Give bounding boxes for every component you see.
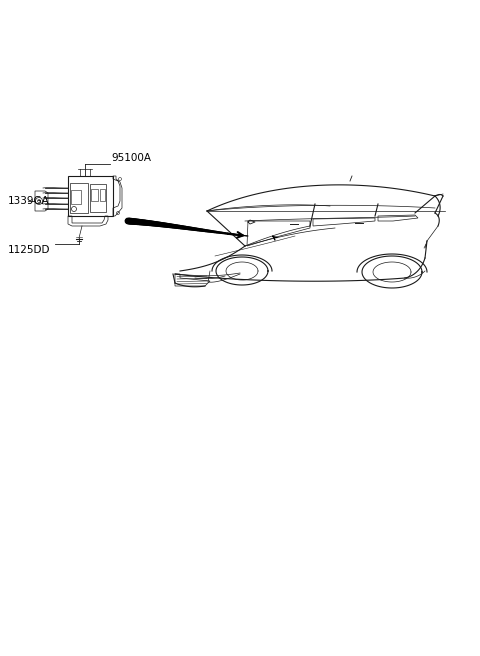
Text: 1125DD: 1125DD bbox=[8, 245, 50, 255]
Text: 95100A: 95100A bbox=[111, 153, 151, 163]
Text: 1339GA: 1339GA bbox=[8, 196, 50, 206]
